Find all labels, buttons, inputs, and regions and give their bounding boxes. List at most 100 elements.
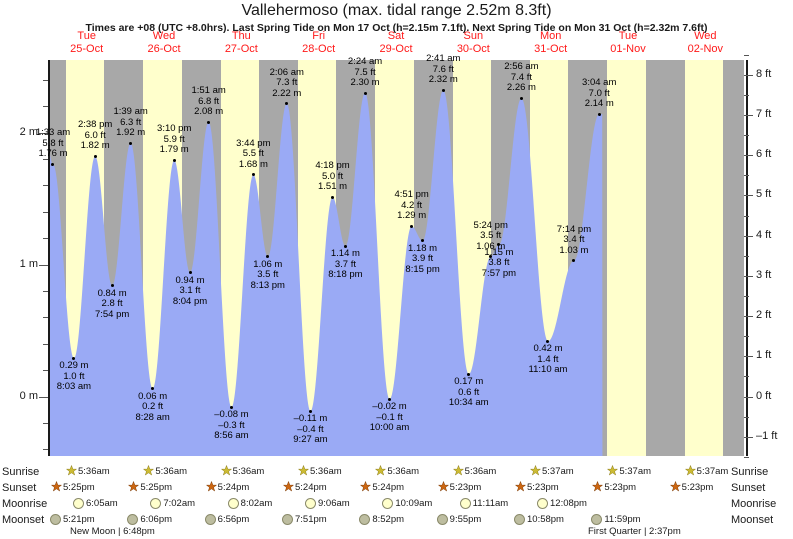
star-icon (143, 465, 155, 476)
sunrise-event-time: 5:36am (387, 466, 420, 477)
moon-icon (204, 514, 216, 525)
y-axis-tick (744, 436, 753, 438)
sunrise-event: 5:37am (684, 465, 729, 479)
day-header-02-nov: Wed 02-Nov (667, 30, 744, 58)
tide-extreme-label-high: 3:44 pm 5.5 ft 1.68 m (213, 138, 293, 171)
sunset-event: 5:23pm (592, 481, 636, 495)
tide-label-line: 3.8 ft (488, 257, 510, 269)
tide-label-line: 1.15 m (484, 246, 514, 258)
moonset-event-glyph (50, 514, 62, 527)
y-axis-label: 2 m (19, 125, 38, 138)
tide-label-line: 10:00 am (369, 422, 410, 434)
day-header-date: 02-Nov (687, 43, 724, 55)
sunrise-event-glyph (684, 465, 696, 479)
tide-extreme-label-high: 4:51 pm 4.2 ft 1.29 m (372, 190, 452, 222)
tide-label-line: 5.9 ft (163, 133, 185, 145)
moon-icon (382, 498, 394, 509)
day-header-26-oct: Wed 26-Oct (125, 30, 202, 58)
y-axis-label: 0 ft (756, 389, 772, 402)
sunset-event-time: 5:23pm (681, 482, 714, 493)
tide-extreme-label-low: –0.08 m –0.3 ft 8:56 am (191, 410, 271, 442)
day-header-27-oct: Thu 27-Oct (203, 30, 280, 58)
moonset-event-time: 7:51pm (295, 514, 327, 525)
moon-phase-note: New Moon | 6:48pm (70, 526, 155, 537)
tide-label-line: 1.68 m (238, 158, 268, 170)
tide-extreme-label-high: 2:41 am 7.6 ft 2.32 m (403, 54, 483, 86)
tide-label-line: 2.8 ft (101, 298, 123, 310)
tide-label-line: 5.5 ft (242, 148, 264, 160)
tide-extreme-dot (331, 195, 335, 199)
tide-extreme-label-high: 3:10 pm 5.9 ft 1.79 m (134, 124, 214, 156)
tide-label-line: 2.22 m (272, 87, 302, 99)
moon-icon (305, 498, 316, 509)
page-title: Vallehermoso (max. tidal range 2.52m 8.3… (241, 2, 552, 19)
tide-label-line: 10:34 am (448, 397, 489, 409)
moonrise-event-time: 7:02am (163, 498, 196, 509)
tide-extreme-dot (172, 158, 176, 162)
tide-label-line: 1.06 m (253, 258, 283, 270)
y-axis-label: 6 ft (756, 148, 772, 161)
moonrise-event-glyph (73, 498, 85, 511)
tide-label-line: 7:54 pm (94, 308, 130, 320)
y-axis-label: 1 ft (756, 349, 772, 362)
day-header-30-oct: Sun 30-Oct (435, 30, 512, 58)
sunset-event-glyph (128, 481, 140, 495)
sunset-event-glyph (205, 481, 217, 495)
sunrise-event-time: 5:36am (155, 466, 188, 477)
sunrise-event: 5:36am (143, 465, 187, 479)
star-icon (298, 465, 309, 476)
sunrise-event: 5:36am (298, 465, 342, 479)
y-axis-tick (744, 376, 749, 378)
moonrise-event-glyph (459, 498, 472, 511)
moonset-event-time: 9:55pm (449, 514, 482, 525)
moon-icon (436, 514, 448, 525)
moon-icon (150, 498, 162, 509)
moonset-event: 9:55pm (436, 514, 482, 527)
moonset-event-time: 5:21pm (63, 514, 95, 525)
sunset-event-glyph (360, 481, 372, 495)
moonrise-event-time: 11:11am (472, 498, 509, 509)
row-label-moonrise: Moonrise (2, 498, 48, 510)
tide-label-line: 11:10 am (528, 364, 568, 376)
y-axis-tick (43, 159, 48, 160)
tide-extreme-dot (251, 173, 255, 177)
tide-label-line: 0.42 m (533, 343, 563, 355)
moonrise-event-glyph (150, 498, 162, 511)
tide-label-line: 2.30 m (350, 77, 380, 88)
tide-label-line: 3.1 ft (179, 285, 201, 297)
sunset-event: 5:23pm (437, 481, 482, 495)
tide-extreme-dot (266, 255, 270, 259)
tide-label-line: 5.8 ft (42, 137, 64, 149)
day-header-dow: Tue (77, 30, 96, 42)
tide-label-line: 2.08 m (194, 106, 224, 118)
y-axis-tick (43, 291, 48, 292)
tide-label-line: 0.06 m (138, 390, 168, 402)
tide-label-line: 1.06 m (476, 240, 506, 252)
moonset-event-glyph (127, 514, 139, 527)
y-axis-tick (43, 211, 48, 213)
tide-label-line: –0.11 m (293, 413, 328, 425)
day-header-dow: Tue (618, 30, 638, 42)
sunset-event: 5:24pm (283, 481, 327, 495)
y-axis-label: –1 ft (756, 429, 778, 442)
tide-label-line: 2.32 m (428, 74, 458, 86)
sunset-event-time: 5:24pm (295, 482, 327, 493)
tide-label-line: 8:13 pm (250, 279, 285, 291)
sunrise-event: 5:36am (66, 465, 110, 479)
tide-extreme-dot (519, 96, 523, 100)
tide-extreme-label-high: 1:33 am 5.8 ft 1.76 m (13, 128, 93, 160)
tide-extreme-label-low: 1.18 m 3.9 ft 8:15 pm (383, 243, 463, 276)
tide-label-line: 7.6 ft (432, 63, 454, 75)
sunrise-event-time: 5:37am (696, 466, 729, 477)
day-header-dow: Mon (539, 30, 562, 42)
tide-label-line: 5.0 ft (321, 170, 344, 182)
tide-label-line: –0.08 m (214, 409, 249, 421)
sunset-event-time: 5:23pm (449, 482, 482, 493)
tide-extreme-label-low: 1.06 m 3.5 ft 8:13 pm (228, 258, 308, 292)
moonrise-event: 8:02am (227, 498, 272, 511)
tide-extreme-dot (410, 224, 414, 228)
y-axis-label: 4 ft (756, 228, 772, 241)
sunrise-event-time: 5:36am (78, 466, 110, 477)
tide-label-line: 0.6 ft (458, 386, 480, 398)
star-icon (592, 481, 604, 492)
